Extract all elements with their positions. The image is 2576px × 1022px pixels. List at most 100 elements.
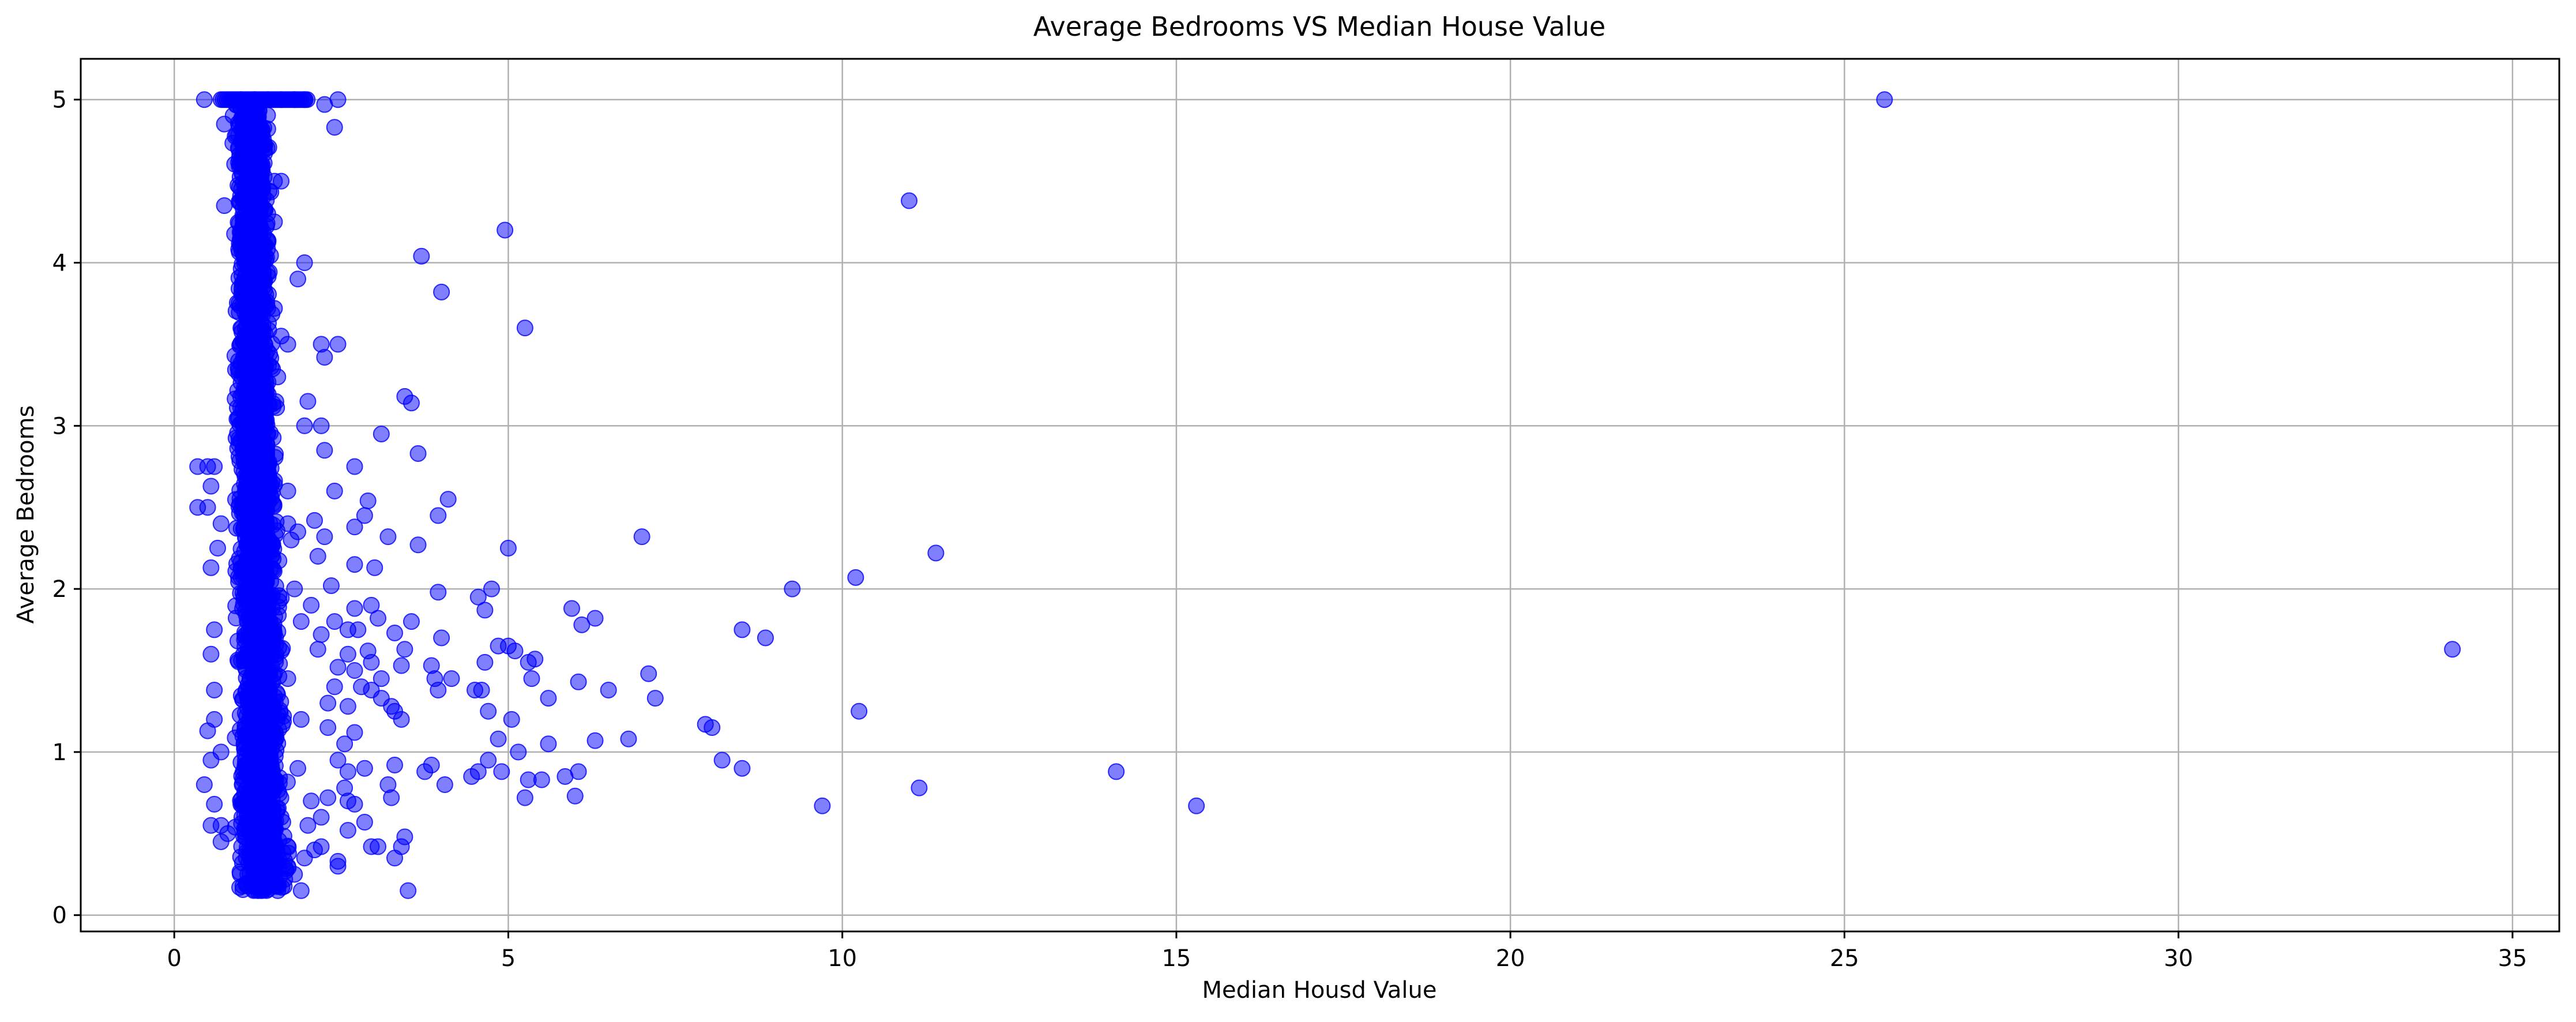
x-axis-label: Median Housd Value [1202,977,1437,1004]
data-point [400,882,417,899]
data-point [316,528,333,546]
data-point [356,814,373,831]
data-point [255,593,273,610]
x-tick-label: 15 [1161,945,1191,972]
data-point [319,719,337,736]
data-point [216,197,233,215]
data-point [279,336,296,353]
data-point [286,580,303,598]
data-point [499,539,517,557]
data-point [244,666,261,683]
data-point [231,235,248,252]
data-point [393,657,410,674]
data-point [326,119,343,136]
data-point [416,763,434,780]
data-point [540,690,557,707]
data-point [239,553,256,570]
x-tick-label: 10 [828,945,857,972]
data-point [309,548,326,565]
data-point [927,544,945,562]
data-point [1876,91,1893,108]
data-point [370,838,387,855]
data-point [236,756,254,773]
data-point [259,121,276,138]
data-point [206,458,223,475]
data-point [379,528,397,546]
data-point [901,192,918,209]
data-point [246,708,264,725]
data-point [386,702,403,720]
data-point [646,690,664,707]
data-point [233,809,250,826]
data-point [339,698,356,715]
data-point [243,360,260,377]
y-tick-label: 2 [52,576,67,603]
data-point [195,91,213,108]
data-point [329,336,347,353]
data-point [370,610,387,627]
data-point [254,722,272,739]
data-point [292,882,310,899]
data-point [573,616,591,633]
data-point [493,763,510,780]
data-point [734,760,751,777]
data-point [253,551,270,569]
data-point [346,795,363,813]
data-point [359,492,377,509]
x-tick-label: 0 [167,945,181,972]
y-tick-label: 5 [52,87,67,114]
data-point [242,452,260,469]
data-point [506,642,524,660]
data-point [319,789,337,806]
data-point [266,300,283,317]
data-point [279,670,296,687]
data-point [306,512,323,529]
data-point [267,577,284,595]
data-point [346,662,363,679]
data-point [633,528,650,546]
data-point [202,752,220,769]
data-point [199,499,216,516]
data-point [237,726,254,743]
data-point [219,825,236,842]
data-point [540,735,557,753]
data-point [1108,763,1125,780]
data-point [480,752,497,769]
data-point [784,580,801,598]
data-point [556,768,574,785]
data-point [195,776,213,793]
data-point [256,752,273,769]
data-point [292,613,310,630]
data-point [911,779,928,796]
data-point [469,588,487,606]
x-tick-label: 5 [501,945,516,972]
data-point [339,645,356,663]
data-point [247,380,265,397]
data-point [262,642,279,659]
data-point [292,711,310,728]
data-point [256,778,273,795]
data-point [373,670,390,687]
data-point [433,629,450,647]
data-point [206,621,223,638]
data-point [483,580,500,598]
data-point [436,776,453,793]
data-point [473,681,490,698]
data-point [271,655,288,672]
data-point [233,500,250,517]
data-point [704,719,721,736]
data-point [227,610,245,627]
data-point [289,270,307,288]
data-point [329,752,347,769]
data-point [2444,641,2461,658]
data-point [250,161,267,178]
data-point [209,539,226,557]
data-point [386,624,403,641]
data-point [262,871,280,888]
data-point [232,569,250,586]
data-point [237,479,254,496]
data-point [847,569,864,586]
data-point [476,653,494,671]
data-point [570,673,587,690]
